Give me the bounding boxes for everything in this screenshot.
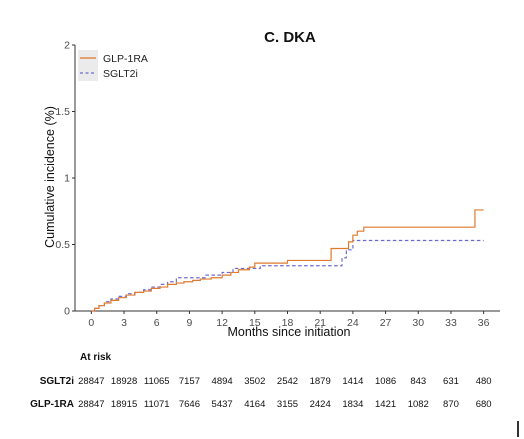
x-tick-label: 15	[249, 317, 261, 329]
x-tick-label: 24	[347, 317, 359, 329]
risk-cell: 843	[410, 376, 426, 387]
y-tick-label: 1.5	[55, 106, 70, 118]
risk-table: At risk SGLT2i GLP-1RA 28847 18928 11065 71…	[30, 352, 491, 410]
series-line-glp1ra	[91, 209, 484, 312]
risk-cell: 11065	[144, 376, 170, 387]
risk-cell: 870	[443, 399, 459, 410]
legend-label-glp1ra: GLP-1RA	[103, 53, 148, 65]
x-tick-label: 18	[282, 317, 294, 329]
risk-table-cells: 28847 18928 11065 7157 4894 3502 2542 1879 1414 1…	[78, 376, 491, 410]
risk-table-header: At risk	[80, 352, 112, 363]
y-tick-label: 2	[64, 40, 70, 52]
risk-cell: 7646	[179, 399, 200, 410]
risk-cell: 1414	[342, 376, 363, 387]
y-tick-label: 0	[64, 306, 70, 318]
x-tick-label: 3	[121, 317, 127, 329]
y-axis-title: Cumulative incidence (%)	[43, 106, 57, 248]
legend-key-background	[78, 50, 98, 81]
risk-cell: 480	[476, 376, 492, 387]
risk-cell: 2424	[310, 399, 331, 410]
risk-cell: 1086	[375, 376, 396, 387]
y-tick-label: 1	[64, 173, 70, 185]
risk-cell: 5437	[212, 399, 233, 410]
x-tick-label: 6	[154, 317, 160, 329]
x-tick-label: 21	[314, 317, 326, 329]
x-tick-label: 36	[478, 317, 490, 329]
risk-cell: 28847	[78, 376, 104, 387]
chart-title: C. DKA	[264, 29, 316, 46]
page-edge-mark	[517, 421, 519, 437]
risk-cell: 2542	[277, 376, 298, 387]
risk-cell: 1082	[408, 399, 429, 410]
x-axis-title: Months since initiation	[228, 325, 351, 339]
risk-cell: 1421	[375, 399, 396, 410]
x-tick-label: 12	[216, 317, 228, 329]
risk-cell: 1834	[342, 399, 363, 410]
risk-cell: 680	[476, 399, 492, 410]
series-line-sglt2i	[91, 239, 484, 312]
risk-cell: 18915	[111, 399, 137, 410]
risk-row-label-glp1ra: GLP-1RA	[30, 399, 74, 410]
risk-row-label-sglt2i: SGLT2i	[40, 376, 74, 387]
risk-cell: 4164	[244, 399, 265, 410]
risk-cell: 631	[443, 376, 459, 387]
risk-cell: 3502	[244, 376, 265, 387]
risk-cell: 4894	[212, 376, 233, 387]
plot-area: 00.511.520 3 6 9 12 15 18 21 24 27 30 33 36	[55, 40, 500, 329]
x-tick-label: 33	[445, 317, 457, 329]
y-tick-label: 0.5	[55, 239, 70, 251]
x-tick-label: 9	[187, 317, 193, 329]
x-tick-label: 30	[412, 317, 424, 329]
risk-cell: 1879	[310, 376, 331, 387]
risk-cell: 11071	[144, 399, 170, 410]
legend-label-sglt2i: SGLT2i	[103, 68, 138, 80]
risk-cell: 7157	[179, 376, 200, 387]
risk-cell: 18928	[111, 376, 137, 387]
legend: GLP-1RA SGLT2i	[78, 50, 148, 81]
risk-cell: 3155	[277, 399, 298, 410]
x-tick-label: 0	[88, 317, 94, 329]
risk-cell: 28847	[78, 399, 104, 410]
x-tick-label: 27	[380, 317, 392, 329]
